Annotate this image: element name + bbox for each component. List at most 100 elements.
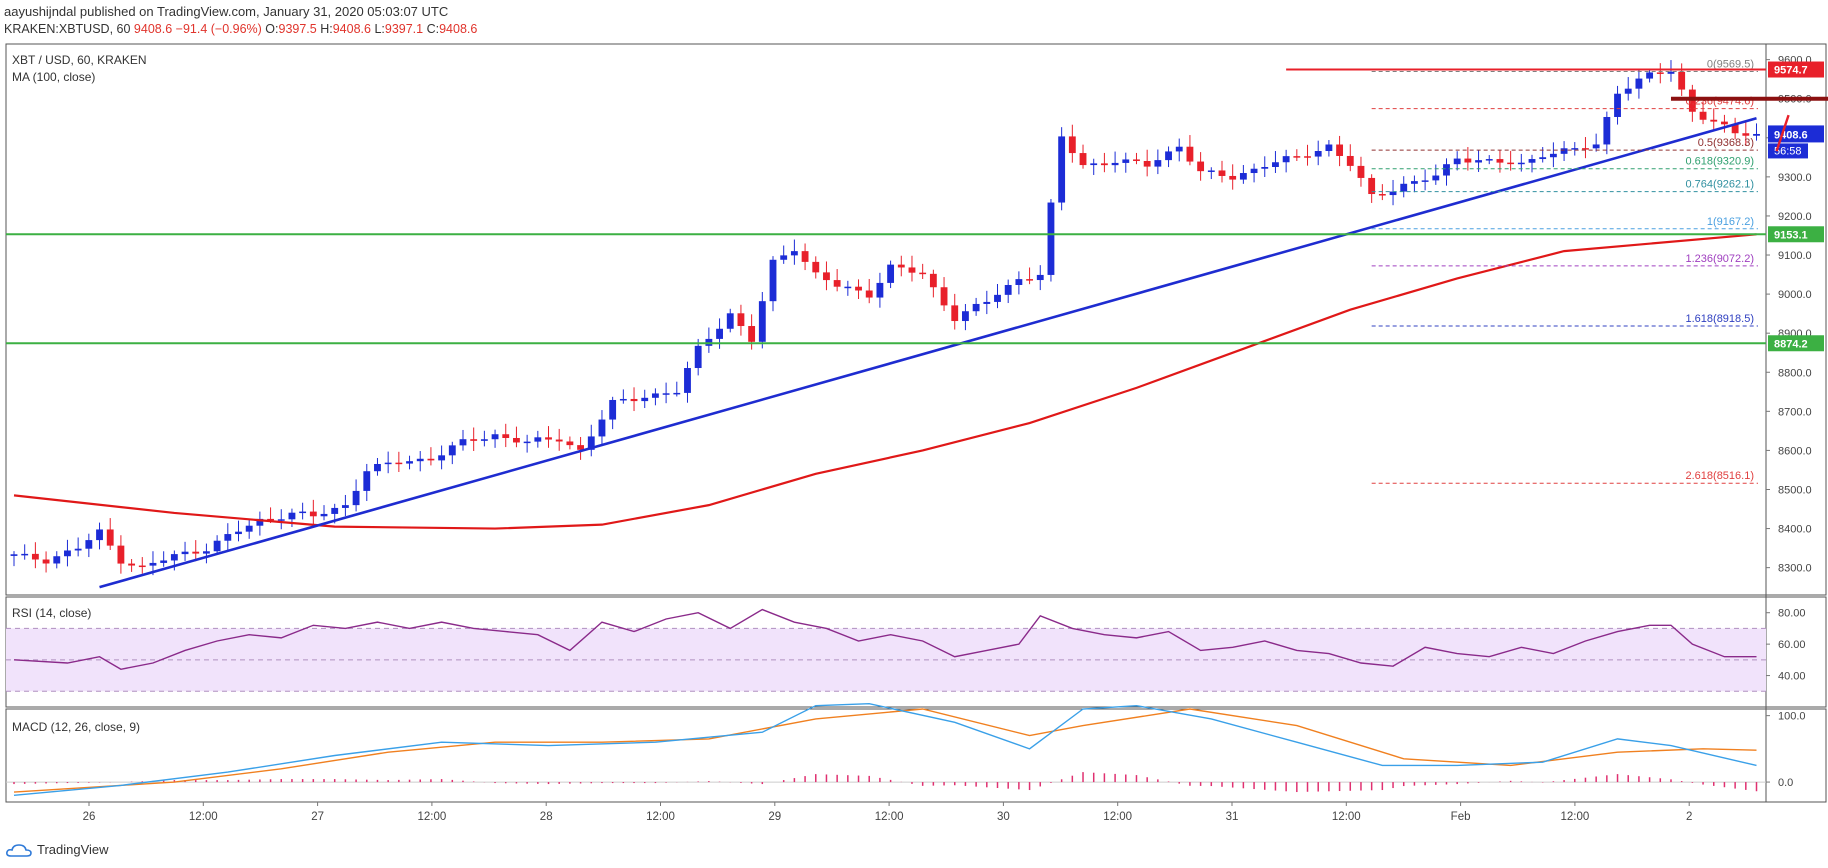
- bull-candle: [1453, 151, 1461, 171]
- candle-body: [203, 551, 210, 554]
- bull-candle: [598, 410, 606, 445]
- candle-body: [1197, 161, 1205, 172]
- bull-candle: [1165, 146, 1172, 168]
- current-price-label: 9408.6: [1774, 129, 1808, 141]
- candle-body: [1475, 160, 1482, 163]
- bull-candle: [641, 389, 649, 409]
- tradingview-brand[interactable]: TradingView: [6, 842, 109, 857]
- bull-candle: [10, 551, 18, 567]
- bull-candle: [203, 543, 210, 564]
- candle-body: [374, 463, 381, 472]
- bull-candle: [1250, 163, 1258, 183]
- bear-candle: [951, 293, 959, 330]
- candle-body: [331, 507, 339, 514]
- tradingview-cloud-icon: [6, 843, 32, 857]
- candle-body: [470, 439, 478, 441]
- candle-body: [1293, 156, 1301, 158]
- candle-body: [587, 436, 595, 450]
- bull-candle: [181, 541, 189, 561]
- candle-body: [1582, 148, 1589, 150]
- bear-candle: [1229, 164, 1237, 190]
- symbol-info: KRAKEN:XBTUSD, 60 9408.6 −91.4 (−0.96%) …: [4, 22, 478, 36]
- candle-body: [1560, 148, 1568, 154]
- bull-candle: [1539, 147, 1547, 163]
- bull-candle: [256, 511, 264, 536]
- publisher-name[interactable]: aayushijndal: [4, 4, 77, 19]
- bull-candle: [587, 424, 595, 457]
- candle-body: [1272, 162, 1279, 167]
- x-tick-label: 28: [540, 811, 553, 823]
- y-tick-label: 8800.0: [1778, 367, 1812, 379]
- bull-candle: [1560, 141, 1568, 161]
- bull-candle: [673, 381, 681, 397]
- candle-body: [940, 287, 948, 306]
- bull-candle: [1400, 176, 1408, 198]
- candle-body: [726, 313, 734, 329]
- bear-candle: [1357, 156, 1365, 187]
- bull-candle: [887, 260, 895, 289]
- candle-body: [1710, 119, 1718, 122]
- candle-body: [919, 272, 927, 275]
- x-tick-label: 12:00: [1332, 811, 1361, 823]
- candle-body: [1218, 170, 1226, 176]
- bull-candle: [1282, 149, 1290, 173]
- bull-candle: [384, 451, 392, 474]
- bull-candle: [1410, 175, 1418, 193]
- candle-body: [1122, 159, 1130, 163]
- bear-candle: [138, 557, 146, 574]
- bull-candle: [1004, 279, 1012, 304]
- candle-body: [1624, 88, 1632, 94]
- pane-frame: [5, 708, 1827, 803]
- bear-candle: [566, 436, 574, 450]
- rsi-y-tick-label: 40.00: [1778, 671, 1806, 683]
- candle-body: [299, 511, 307, 514]
- bear-candle: [470, 427, 478, 452]
- bear-candle: [106, 518, 114, 550]
- candle-body: [341, 505, 349, 508]
- rsi-y-tick-label: 60.00: [1778, 639, 1806, 651]
- bull-candle: [64, 539, 71, 567]
- last-price: 9408.6: [133, 22, 173, 36]
- bull-candle: [694, 338, 702, 376]
- candle-body: [1058, 136, 1066, 203]
- candle-body: [213, 540, 221, 552]
- bull-candle: [245, 519, 253, 539]
- candle-body: [438, 455, 446, 461]
- candle-body: [1079, 153, 1087, 166]
- bull-candle: [609, 396, 617, 430]
- candle-body: [1165, 151, 1172, 161]
- candle-body: [1485, 159, 1493, 161]
- candle-body: [1111, 162, 1119, 166]
- candle-body: [42, 559, 50, 564]
- bear-candle: [812, 256, 820, 279]
- bull-candle: [416, 451, 424, 472]
- bull-candle: [160, 551, 168, 567]
- candle-body: [1261, 166, 1269, 169]
- bear-candle: [1186, 135, 1194, 166]
- candle-body: [566, 441, 574, 446]
- bear-candle: [1496, 150, 1504, 173]
- bull-candle: [1015, 271, 1023, 295]
- bull-candle: [790, 239, 798, 265]
- low-value: 9397.1: [384, 22, 424, 36]
- fib-level-label: 0(9569.5): [1707, 59, 1754, 71]
- bull-candle: [994, 284, 1001, 309]
- candle-body: [85, 540, 93, 549]
- x-tick-label: Feb: [1451, 811, 1471, 823]
- bear-candle: [1336, 135, 1344, 167]
- fib-level-label: 0.5(9368.3): [1698, 137, 1754, 149]
- candle-body: [823, 272, 830, 281]
- candle-body: [363, 471, 371, 491]
- candle-body: [491, 434, 499, 440]
- x-tick-label: 26: [83, 811, 96, 823]
- symbol-label: KRAKEN:XBTUSD, 60: [4, 22, 131, 36]
- bull-candle: [726, 308, 734, 333]
- candle-body: [555, 439, 563, 442]
- bear-candle: [1079, 144, 1087, 169]
- candle-body: [641, 397, 649, 402]
- x-tick-label: 12:00: [1561, 811, 1590, 823]
- candle-body: [384, 462, 392, 465]
- candle-body: [10, 554, 18, 556]
- candle-body: [1015, 279, 1023, 285]
